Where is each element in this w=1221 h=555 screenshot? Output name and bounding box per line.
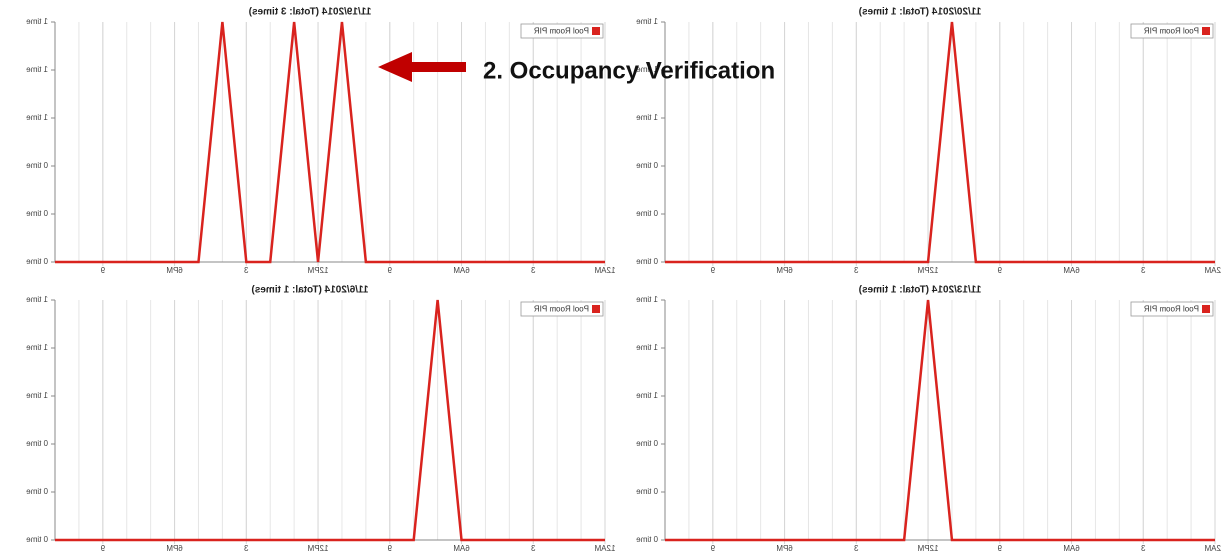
x-tick-label: 9 xyxy=(387,266,392,275)
x-tick-label: 12AM xyxy=(594,544,615,553)
x-tick-label: 12AM xyxy=(594,266,615,275)
x-tick-label: 9 xyxy=(710,544,715,553)
y-tick-label: 0 time xyxy=(636,209,658,218)
x-tick-label: 3 xyxy=(854,266,859,275)
x-tick-label: 3 xyxy=(530,266,535,275)
legend-swatch xyxy=(1202,27,1210,35)
y-tick-label: 1 time xyxy=(26,17,48,26)
y-tick-label: 1 time xyxy=(636,391,658,400)
x-tick-label: 12AM xyxy=(1204,544,1221,553)
x-tick-label: 3 xyxy=(244,544,249,553)
y-tick-label: 1 time xyxy=(26,113,48,122)
y-tick-label: 0 time xyxy=(26,257,48,266)
legend-label: Pool Room PIR xyxy=(1144,27,1199,36)
y-tick-label: 1 time xyxy=(636,113,658,122)
y-tick-label: 0 time xyxy=(26,535,48,544)
y-tick-label: 1 time xyxy=(26,65,48,74)
x-tick-label: 3 xyxy=(530,544,535,553)
x-tick-label: 6PM xyxy=(776,544,793,553)
y-tick-label: 0 time xyxy=(636,161,658,170)
x-tick-label: 3 xyxy=(1140,544,1145,553)
x-tick-label: 9 xyxy=(710,266,715,275)
x-tick-label: 6PM xyxy=(166,544,183,553)
legend-swatch xyxy=(1202,305,1210,313)
x-tick-label: 3 xyxy=(854,544,859,553)
data-line xyxy=(665,299,1215,542)
x-tick-label: 12PM xyxy=(917,544,938,553)
x-tick-label: 3 xyxy=(1140,266,1145,275)
y-tick-label: 0 time xyxy=(26,439,48,448)
x-tick-label: 12PM xyxy=(917,266,938,275)
chart-panel: 12AM 3 6AM 9 12PM 3 6PM 9 0 time 0 time 0 time 1 ti… xyxy=(636,7,1221,275)
chart-title: 11/20/2014 (Total: 1 times) xyxy=(859,7,982,18)
chart-title: 11/19/2014 (Total: 3 times) xyxy=(249,7,372,18)
chart-panel: 12AM 3 6AM 9 12PM 3 6PM 9 0 time 0 time 0 time 1 ti… xyxy=(26,285,616,553)
y-tick-label: 1 time xyxy=(26,391,48,400)
y-tick-label: 1 time xyxy=(636,295,658,304)
y-tick-label: 0 time xyxy=(26,209,48,218)
annotation-text: 2. Occupancy Verification xyxy=(483,57,775,84)
legend-label: Pool Room PIR xyxy=(534,305,589,314)
chart-title: 11/13/2014 (Total: 1 times) xyxy=(859,285,982,296)
y-tick-label: 1 time xyxy=(636,65,658,74)
y-tick-label: 1 time xyxy=(26,343,48,352)
data-line xyxy=(55,21,605,264)
chart-panel: 12AM 3 6AM 9 12PM 3 6PM 9 0 time 0 time 0 time 1 ti… xyxy=(636,285,1221,553)
x-tick-label: 6PM xyxy=(166,266,183,275)
data-line xyxy=(665,21,1215,264)
y-tick-label: 0 time xyxy=(636,487,658,496)
x-tick-label: 9 xyxy=(997,544,1002,553)
x-tick-label: 9 xyxy=(100,544,105,553)
y-tick-label: 0 time xyxy=(26,161,48,170)
legend-box xyxy=(520,23,604,39)
annotation-arrow xyxy=(378,52,466,82)
y-tick-label: 0 time xyxy=(636,257,658,266)
x-tick-label: 6AM xyxy=(453,544,470,553)
x-tick-label: 9 xyxy=(997,266,1002,275)
y-tick-label: 0 time xyxy=(26,487,48,496)
y-tick-label: 1 time xyxy=(636,343,658,352)
legend-box xyxy=(1130,301,1214,317)
y-tick-label: 0 time xyxy=(636,439,658,448)
x-tick-label: 3 xyxy=(244,266,249,275)
legend-label: Pool Room PIR xyxy=(534,27,589,36)
y-tick-label: 0 time xyxy=(636,535,658,544)
legend-box xyxy=(520,301,604,317)
y-tick-label: 1 time xyxy=(26,295,48,304)
legend-swatch xyxy=(592,305,600,313)
x-tick-label: 9 xyxy=(100,266,105,275)
x-tick-label: 6PM xyxy=(776,266,793,275)
data-line xyxy=(55,299,605,542)
x-tick-label: 12AM xyxy=(1204,266,1221,275)
legend-swatch xyxy=(592,27,600,35)
x-tick-label: 12PM xyxy=(307,544,328,553)
legend-box xyxy=(1130,23,1214,39)
x-tick-label: 6AM xyxy=(453,266,470,275)
x-tick-label: 12PM xyxy=(307,266,328,275)
chart-title: 11/6/2014 (Total: 1 times) xyxy=(251,285,368,296)
legend-label: Pool Room PIR xyxy=(1144,305,1199,314)
x-tick-label: 6AM xyxy=(1063,544,1080,553)
y-tick-label: 1 time xyxy=(636,17,658,26)
x-tick-label: 6AM xyxy=(1063,266,1080,275)
x-tick-label: 9 xyxy=(387,544,392,553)
